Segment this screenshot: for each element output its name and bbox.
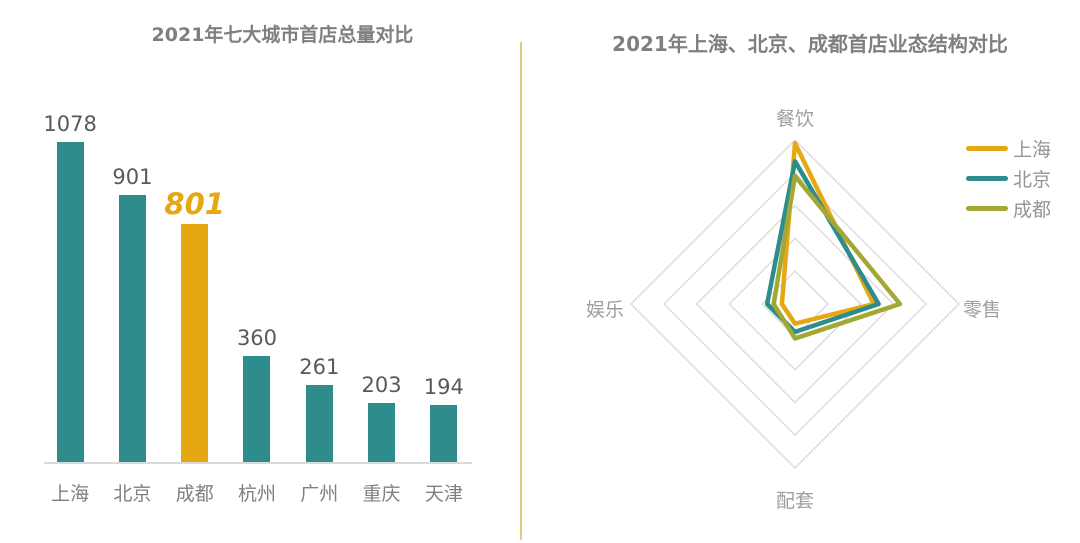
x-axis-line bbox=[44, 462, 472, 464]
bar-category-label: 上海 bbox=[51, 483, 90, 505]
legend-label: 成都 bbox=[1013, 198, 1052, 221]
bar-chart-category-row: 上海 北京 成都 杭州 广州 重庆 天津 bbox=[39, 479, 475, 506]
bar bbox=[243, 356, 271, 463]
radar-axis-label-entertainment: 娱乐 bbox=[586, 299, 625, 321]
bar-category-label: 天津 bbox=[424, 483, 463, 505]
radar-series-line bbox=[764, 159, 881, 335]
bar-value-label: 261 bbox=[299, 355, 340, 379]
radar-axis-label-amenities: 配套 bbox=[775, 490, 814, 512]
bar bbox=[430, 405, 458, 463]
bar-value-label: 901 bbox=[112, 165, 153, 189]
radar-grid-ring bbox=[728, 237, 862, 371]
bar-value-label: 360 bbox=[236, 326, 278, 350]
bar-column: 801 bbox=[164, 110, 226, 463]
legend-line-swatch bbox=[966, 145, 1008, 151]
panel-divider-line bbox=[520, 42, 522, 540]
bar-value-label: 801 bbox=[164, 187, 225, 221]
bar-value-label: 1078 bbox=[43, 112, 97, 136]
radar-axis-label-dining: 餐饮 bbox=[775, 108, 814, 130]
bar-column: 203 bbox=[350, 110, 412, 463]
bar-column: 261 bbox=[288, 110, 350, 463]
legend-item: 上海 bbox=[966, 133, 1051, 163]
legend-label: 北京 bbox=[1013, 168, 1052, 191]
bar bbox=[305, 385, 333, 463]
bar-column: 1078 bbox=[39, 110, 101, 463]
radar-grid-ring bbox=[695, 204, 895, 404]
bar-category-label: 成都 bbox=[175, 483, 214, 505]
radar-chart-title: 2021年上海、北京、成都首店业态结构对比 bbox=[612, 32, 1008, 56]
legend-item: 北京 bbox=[966, 163, 1051, 193]
radar-series-line bbox=[779, 141, 876, 326]
radar-grid-ring bbox=[662, 171, 928, 437]
bar bbox=[118, 195, 146, 463]
bar-column: 360 bbox=[226, 110, 288, 463]
bar bbox=[181, 224, 209, 463]
bar bbox=[56, 142, 84, 463]
radar-legend: 上海 北京 成都 bbox=[966, 133, 1051, 223]
legend-label: 上海 bbox=[1013, 138, 1052, 161]
bar-category-label: 杭州 bbox=[237, 483, 276, 505]
bar-category-label: 北京 bbox=[113, 483, 152, 505]
radar-grid-ring bbox=[630, 139, 960, 469]
bar-value-label: 203 bbox=[361, 373, 402, 397]
radar-series-line bbox=[771, 173, 903, 341]
bar-column: 901 bbox=[101, 110, 163, 463]
bar-column: 194 bbox=[413, 110, 475, 463]
bar-chart-plot: 1078 901 801 360 261 203 194 bbox=[39, 110, 475, 463]
legend-item: 成都 bbox=[966, 193, 1051, 223]
legend-line-swatch bbox=[966, 175, 1008, 181]
bar-category-label: 广州 bbox=[300, 483, 339, 505]
bar-category-label: 重庆 bbox=[362, 483, 401, 505]
bar bbox=[368, 403, 396, 463]
radar-chart bbox=[630, 139, 960, 469]
bar-value-label: 194 bbox=[423, 375, 464, 399]
radar-axis-label-retail: 零售 bbox=[963, 299, 1002, 321]
legend-line-swatch bbox=[966, 205, 1008, 211]
bar-chart-title: 2021年七大城市首店总量对比 bbox=[151, 24, 414, 46]
